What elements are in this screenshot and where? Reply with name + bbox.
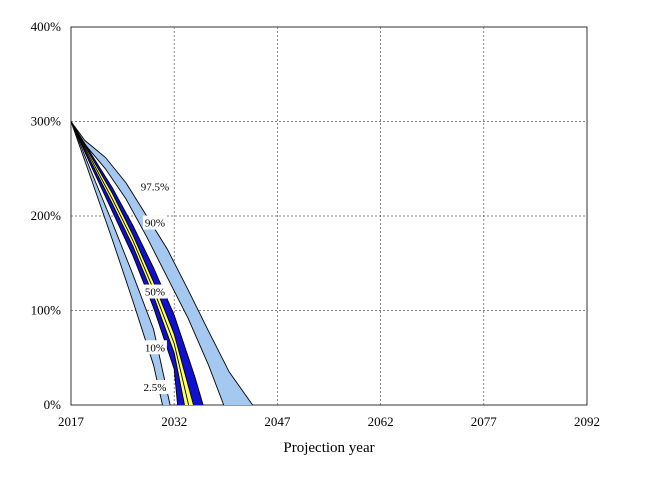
percentile-label-text: 2.5%: [143, 382, 166, 394]
percentile-label-text: 90%: [145, 218, 165, 230]
percentile-line-2-5: [70, 121, 163, 406]
y-tick-label: 300%: [31, 114, 62, 129]
label-background: [136, 179, 173, 194]
x-tick-label: 2077: [471, 414, 498, 429]
band-60-75: [71, 121, 204, 405]
percentile-labels: 97.5% 90% 50% 10% 2.5%: [136, 179, 173, 394]
percentile-label-text: 97.5%: [141, 182, 169, 194]
percentile-line-60: [70, 121, 194, 406]
percentile-line-25: [70, 121, 179, 406]
label-background: [142, 215, 167, 230]
x-tick-label: 2092: [574, 414, 600, 429]
percentile-label-text: 10%: [145, 342, 165, 354]
percentile-label-text: 50%: [145, 287, 165, 299]
percentile-outlines: [70, 121, 253, 406]
y-tick-label: 200%: [31, 208, 62, 223]
y-tick-label: 100%: [31, 303, 62, 318]
percentile-label: 2.5%: [139, 379, 170, 394]
label-background: [142, 340, 167, 355]
label-background: [142, 284, 167, 299]
y-tick-label: 400%: [31, 19, 62, 34]
x-tick-label: 2062: [368, 414, 394, 429]
percentile-label: 50%: [142, 284, 167, 299]
label-background: [139, 379, 170, 394]
x-tick-label: 2032: [161, 414, 187, 429]
y-axis-ticks: 0% 100% 200% 300% 400%: [31, 19, 62, 412]
percentile-label: 10%: [142, 340, 167, 355]
percentile-line-75: [70, 121, 204, 406]
x-axis-ticks: 2017 2032 2047 2062 2077 2092: [58, 414, 600, 429]
percentile-line-97-5: [70, 121, 253, 406]
percentile-label: 97.5%: [136, 179, 173, 194]
x-tick-label: 2047: [264, 414, 291, 429]
band-90-97-5: [71, 121, 253, 405]
band-40-60: [71, 121, 194, 405]
y-tick-label: 0%: [44, 397, 62, 412]
percentile-line-90: [70, 121, 225, 406]
percentile-label: 90%: [142, 215, 167, 230]
x-axis-title: Projection year: [283, 440, 374, 456]
percentile-line-40: [70, 121, 185, 406]
x-tick-label: 2017: [58, 414, 85, 429]
percentile-line-50: [70, 121, 190, 406]
